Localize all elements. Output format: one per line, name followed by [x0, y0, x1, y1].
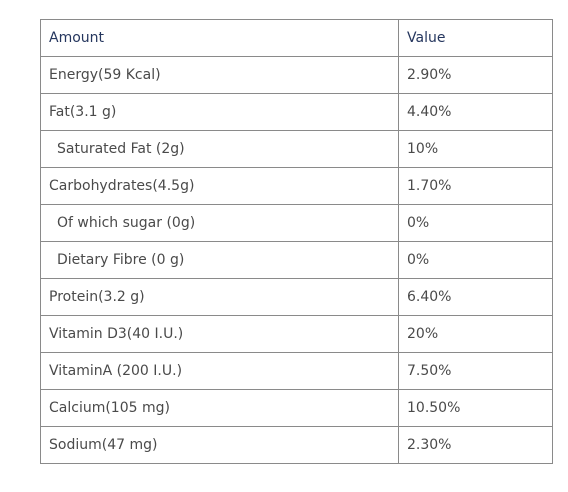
value-cell: 7.50% [398, 352, 553, 390]
table-row: Of which sugar (0g) 0% [40, 204, 553, 242]
value-cell: 0% [398, 204, 553, 242]
table-row: VitaminA (200 I.U.) 7.50% [40, 352, 553, 390]
table-row: Vitamin D3(40 I.U.) 20% [40, 315, 553, 353]
table-row: Saturated Fat (2g) 10% [40, 130, 553, 168]
value-cell: 4.40% [398, 93, 553, 131]
value-cell: 10% [398, 130, 553, 168]
table-row: Carbohydrates(4.5g) 1.70% [40, 167, 553, 205]
value-cell: 1.70% [398, 167, 553, 205]
nutrition-table: Amount Value Energy(59 Kcal) 2.90% Fat(3… [40, 19, 553, 464]
amount-cell: Of which sugar (0g) [40, 204, 399, 242]
value-cell: 10.50% [398, 389, 553, 427]
amount-cell: Protein(3.2 g) [40, 278, 399, 316]
amount-cell: Calcium(105 mg) [40, 389, 399, 427]
amount-cell: Energy(59 Kcal) [40, 56, 399, 94]
amount-cell: VitaminA (200 I.U.) [40, 352, 399, 390]
amount-cell: Dietary Fibre (0 g) [40, 241, 399, 279]
table-row: Energy(59 Kcal) 2.90% [40, 56, 553, 94]
value-cell: 2.90% [398, 56, 553, 94]
value-cell: 20% [398, 315, 553, 353]
value-cell: 0% [398, 241, 553, 279]
table-header-row: Amount Value [40, 19, 553, 57]
amount-cell: Sodium(47 mg) [40, 426, 399, 464]
amount-cell: Carbohydrates(4.5g) [40, 167, 399, 205]
amount-cell: Vitamin D3(40 I.U.) [40, 315, 399, 353]
table-row: Calcium(105 mg) 10.50% [40, 389, 553, 427]
table-row: Sodium(47 mg) 2.30% [40, 426, 553, 464]
column-header-value: Value [398, 19, 553, 57]
value-cell: 2.30% [398, 426, 553, 464]
amount-cell: Fat(3.1 g) [40, 93, 399, 131]
amount-cell: Saturated Fat (2g) [40, 130, 399, 168]
table-row: Dietary Fibre (0 g) 0% [40, 241, 553, 279]
column-header-amount: Amount [40, 19, 399, 57]
table-row: Fat(3.1 g) 4.40% [40, 93, 553, 131]
value-cell: 6.40% [398, 278, 553, 316]
table-row: Protein(3.2 g) 6.40% [40, 278, 553, 316]
